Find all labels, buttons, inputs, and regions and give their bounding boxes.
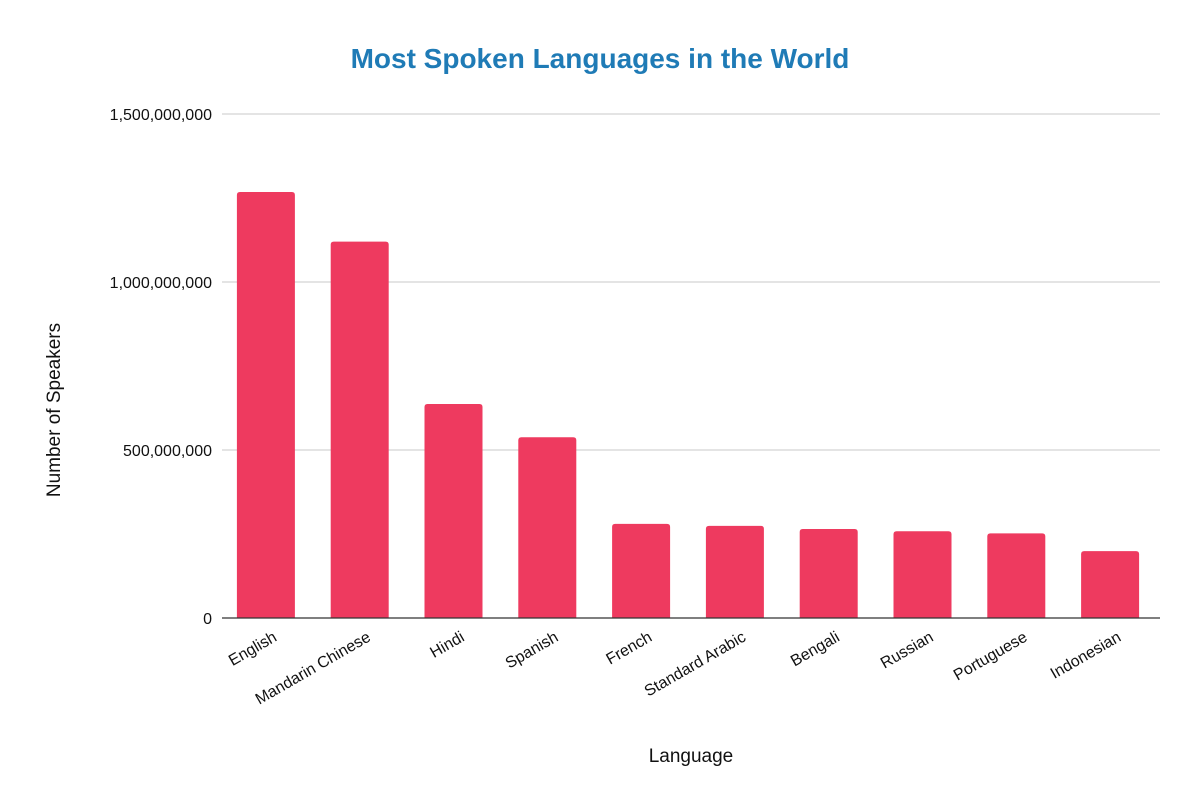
bar [424, 403, 483, 618]
bar [1081, 551, 1140, 618]
y-axis-ticks: 0 500,000,000 1,000,000,000 1,500,000,000 [110, 107, 212, 628]
y-axis-title: Number of Speakers [44, 323, 65, 497]
bars [236, 191, 1140, 618]
x-tick-label: Indonesian [1048, 629, 1124, 683]
bar [987, 533, 1046, 618]
bar [893, 531, 952, 618]
x-tick-label: Portuguese [951, 629, 1030, 685]
y-tick-label: 500,000,000 [123, 443, 212, 460]
x-tick-label: Spanish [503, 629, 562, 673]
x-tick-label: Russian [878, 629, 937, 673]
y-tick-label: 1,000,000,000 [110, 275, 212, 292]
x-tick-label: Bengali [788, 629, 843, 670]
bar [799, 528, 858, 618]
bar [705, 525, 764, 618]
chart-title: Most Spoken Languages in the World [351, 43, 850, 74]
bar [518, 437, 577, 618]
y-tick-label: 1,500,000,000 [110, 107, 212, 124]
bar [330, 241, 389, 618]
bar [236, 191, 295, 618]
x-tick-label: Hindi [427, 629, 467, 662]
y-tick-label: 0 [203, 611, 212, 628]
x-tick-label: Standard Arabic [642, 629, 749, 701]
bar [612, 523, 671, 618]
x-tick-label: English [226, 629, 280, 670]
x-axis-title: Language [649, 746, 734, 767]
x-tick-label: French [603, 629, 655, 669]
